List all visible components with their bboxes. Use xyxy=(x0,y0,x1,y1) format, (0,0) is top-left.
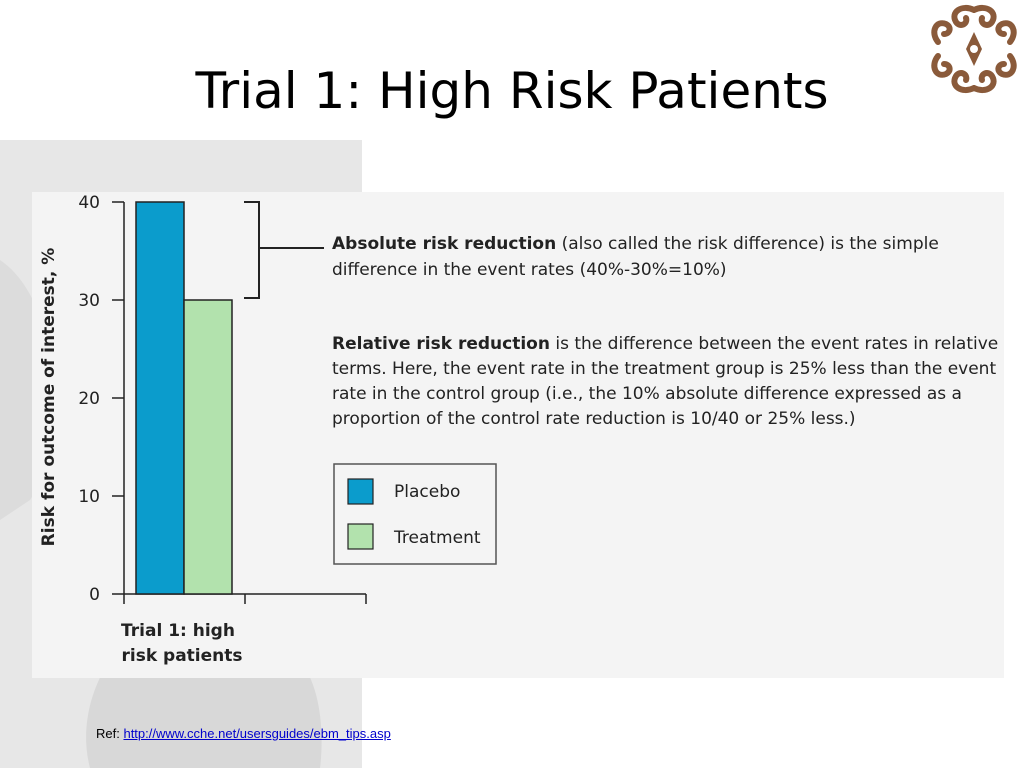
x-category-label-line-2: risk patients xyxy=(121,646,242,666)
ref-label: Ref: xyxy=(96,726,120,741)
ornament-logo-icon xyxy=(931,4,1017,94)
x-category-label-line-1: Trial 1: high xyxy=(121,621,235,641)
ref-link[interactable]: http://www.cche.net/usersguides/ebm_tips… xyxy=(123,726,391,741)
arr-bracket xyxy=(244,201,260,299)
y-tick-label: 20 xyxy=(78,389,100,409)
arr-annotation-line-1: Absolute risk reduction (also called the… xyxy=(332,234,939,254)
chart-legend: Placebo Treatment xyxy=(333,463,497,565)
y-tick-label: 0 xyxy=(89,585,100,605)
legend-swatch-placebo xyxy=(347,478,374,505)
chart-figure: Risk for outcome of interest, % 0 10 20 30 4… xyxy=(32,192,1004,678)
y-axis-label: Risk for outcome of interest, % xyxy=(39,248,59,547)
reference: Ref: http://www.cche.net/usersguides/ebm… xyxy=(96,726,391,741)
legend-swatch-treatment xyxy=(347,523,374,550)
rrr-annotation-line-1: Relative risk reduction is the differenc… xyxy=(332,334,998,354)
legend-label-treatment: Treatment xyxy=(393,528,481,548)
y-tick-label: 40 xyxy=(78,193,100,213)
legend-label-placebo: Placebo xyxy=(394,482,460,502)
y-tick-label: 10 xyxy=(78,487,100,507)
bar-placebo xyxy=(135,201,185,595)
slide-title: Trial 1: High Risk Patients xyxy=(195,62,829,120)
bar-chart: Risk for outcome of interest, % 0 10 20 30 4… xyxy=(39,193,998,666)
legend-frame xyxy=(333,463,497,565)
rrr-annotation-line-3: rate in the control group (i.e., the 10%… xyxy=(332,384,962,404)
y-tick-label: 30 xyxy=(78,291,100,311)
rrr-annotation-line-4: proportion of the control rate reduction… xyxy=(332,409,856,429)
bar-treatment xyxy=(183,299,233,595)
arr-annotation-line-2: difference in the event rates (40%-30%=1… xyxy=(332,260,727,280)
rrr-annotation-line-2: terms. Here, the event rate in the treat… xyxy=(332,359,996,379)
